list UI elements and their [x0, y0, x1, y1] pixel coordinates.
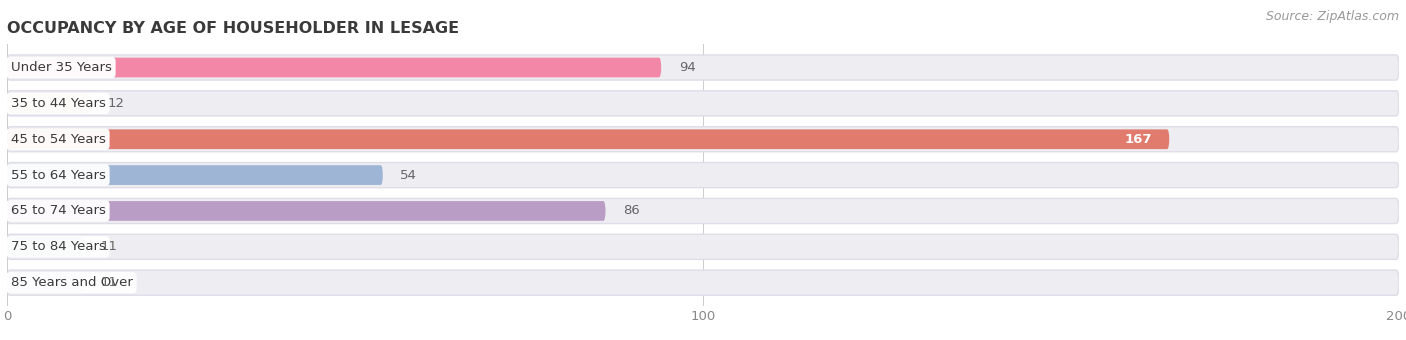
Text: OCCUPANCY BY AGE OF HOUSEHOLDER IN LESAGE: OCCUPANCY BY AGE OF HOUSEHOLDER IN LESAG… [7, 21, 460, 36]
FancyBboxPatch shape [7, 199, 1399, 223]
Text: 85 Years and Over: 85 Years and Over [10, 276, 132, 289]
Text: 86: 86 [623, 204, 640, 218]
FancyBboxPatch shape [7, 237, 83, 257]
Text: 54: 54 [401, 169, 418, 182]
FancyBboxPatch shape [7, 94, 90, 113]
FancyBboxPatch shape [7, 55, 1399, 80]
FancyBboxPatch shape [7, 234, 1399, 259]
FancyBboxPatch shape [7, 165, 382, 185]
FancyBboxPatch shape [7, 270, 1399, 295]
Text: 94: 94 [679, 61, 696, 74]
FancyBboxPatch shape [7, 127, 1399, 152]
Text: 45 to 54 Years: 45 to 54 Years [10, 133, 105, 146]
Text: 167: 167 [1125, 133, 1152, 146]
Text: 11: 11 [101, 240, 118, 253]
Text: 75 to 84 Years: 75 to 84 Years [10, 240, 105, 253]
FancyBboxPatch shape [7, 130, 1170, 149]
Text: 55 to 64 Years: 55 to 64 Years [10, 169, 105, 182]
Text: 11: 11 [101, 276, 118, 289]
Text: 35 to 44 Years: 35 to 44 Years [10, 97, 105, 110]
FancyBboxPatch shape [7, 91, 1399, 116]
Text: Source: ZipAtlas.com: Source: ZipAtlas.com [1265, 10, 1399, 23]
FancyBboxPatch shape [7, 58, 661, 78]
FancyBboxPatch shape [7, 163, 1399, 188]
FancyBboxPatch shape [7, 273, 83, 292]
Text: 65 to 74 Years: 65 to 74 Years [10, 204, 105, 218]
FancyBboxPatch shape [7, 201, 606, 221]
Text: 12: 12 [108, 97, 125, 110]
Text: Under 35 Years: Under 35 Years [10, 61, 111, 74]
